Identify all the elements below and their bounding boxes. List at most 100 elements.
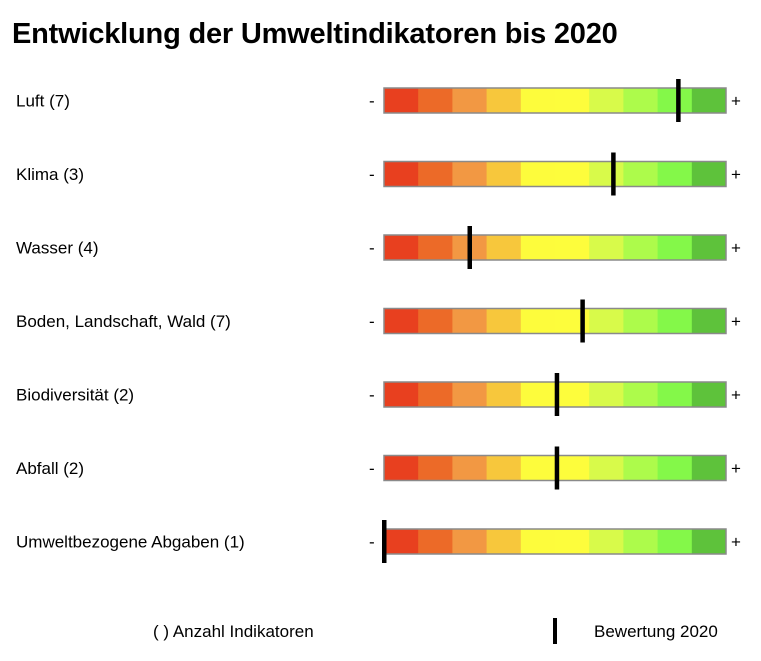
scale-segment [418,455,453,481]
scale-segment [520,235,556,260]
scale-segment [555,455,590,481]
category-label: Klima (3) [16,165,84,184]
scale-segment [623,455,659,481]
scale-segment [418,382,453,407]
scale-segment [623,382,659,407]
legend-count-label: ( ) Anzahl Indikatoren [153,622,314,641]
scale-min-label: - [369,459,375,478]
scale-max-label: + [731,312,741,331]
scale-segment [418,235,453,260]
rating-marker [580,299,585,343]
scale-segment [555,235,590,260]
legend-rating-mark [553,618,557,644]
scale-max-label: + [731,459,741,478]
scale-segment [452,308,488,334]
scale-max-label: + [731,533,741,552]
scale-segment [452,88,488,113]
scale-segment [520,161,556,187]
scale-segment [384,308,419,334]
scale-segment [486,529,522,554]
scale-segment [657,455,693,481]
rating-marker [611,152,616,196]
scale-segment [623,529,659,554]
scale-segment [589,529,624,554]
scale-segment [384,529,419,554]
rating-marker [467,226,472,269]
scale-segment [384,88,419,113]
rating-marker [554,446,560,490]
scale-segment [486,161,522,187]
scale-min-label: - [369,239,375,258]
rating-marker [554,373,560,416]
scale-segment [555,382,590,407]
category-label: Luft (7) [16,92,70,111]
scale-max-label: + [731,92,741,111]
scale-segment [589,88,624,113]
legend-rating-label: Bewertung 2020 [594,622,718,641]
scale-segment [486,235,522,260]
scale-segment [555,161,590,187]
scale-segment [418,529,453,554]
category-label: Boden, Landschaft, Wald (7) [16,312,231,331]
category-label: Wasser (4) [16,239,99,258]
scale-segment [657,308,693,334]
scale-segment [486,88,522,113]
scale-max-label: + [731,386,741,405]
scale-segment [384,235,419,260]
scale-segment [555,529,590,554]
scale-segment [418,88,453,113]
scale-segment [623,88,659,113]
scale-segment [623,161,659,187]
scale-segment [384,382,419,407]
scale-segment [657,529,693,554]
scale-segment [589,455,624,481]
scale-segment [623,235,659,260]
scale-segment [520,455,556,481]
category-label: Biodiversität (2) [16,386,134,405]
scale-segment [657,382,693,407]
scale-segment [520,88,556,113]
scale-segment [691,88,727,113]
scale-bar-outline [383,307,727,335]
rating-marker [676,79,681,122]
scale-segment [486,455,522,481]
scale-min-label: - [369,386,375,405]
scale-segment [691,308,727,334]
scale-segment [384,161,419,187]
scale-segment [486,308,522,334]
scale-min-label: - [369,92,375,111]
scale-min-label: - [369,312,375,331]
scale-segment [623,308,659,334]
scale-segment [452,529,488,554]
scale-segment [589,308,624,334]
category-label: Abfall (2) [16,459,84,478]
scale-segment [520,529,556,554]
scale-max-label: + [731,165,741,184]
scale-segment [418,308,453,334]
rating-marker [382,520,387,563]
scale-segment [520,382,556,407]
scale-segment [520,308,556,334]
scale-segment [691,235,727,260]
scale-segment [384,455,419,481]
chart-title: Entwicklung der Umweltindikatoren bis 20… [12,18,618,50]
scale-min-label: - [369,533,375,552]
scale-segment [691,161,727,187]
scale-segment [555,88,590,113]
scale-segment [452,382,488,407]
scale-segment [589,235,624,260]
scale-segment [657,161,693,187]
scale-segment [691,382,727,407]
scale-bar-outline [383,87,727,114]
scale-max-label: + [731,239,741,258]
scale-segment [486,382,522,407]
scale-segment [418,161,453,187]
scale-segment [691,529,727,554]
scale-bar-outline [383,160,727,188]
scale-segment [589,161,624,187]
scale-min-label: - [369,165,375,184]
scale-segment [657,235,693,260]
scale-bar-outline [383,234,727,261]
scale-segment [452,455,488,481]
